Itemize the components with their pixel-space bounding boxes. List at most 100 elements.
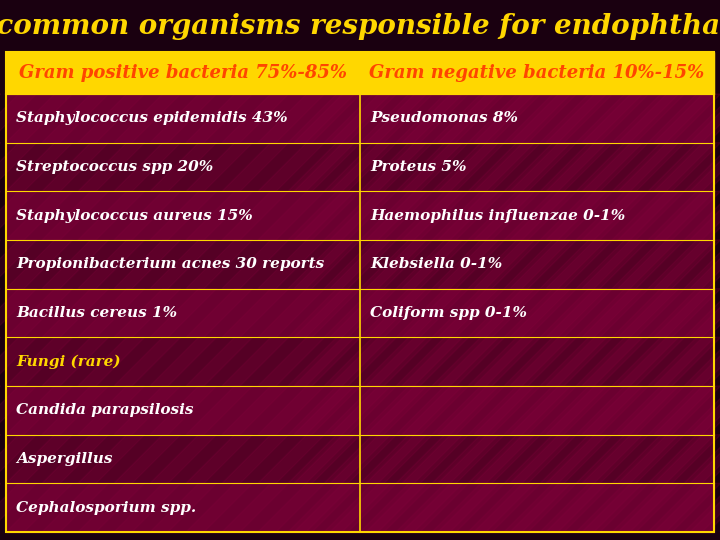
Polygon shape [546,191,613,240]
Polygon shape [510,386,577,435]
Polygon shape [690,191,720,240]
Polygon shape [510,191,577,240]
Polygon shape [6,386,73,435]
Polygon shape [114,338,181,386]
Polygon shape [114,435,181,483]
Polygon shape [6,338,73,386]
Polygon shape [546,143,613,191]
Polygon shape [222,289,289,338]
Polygon shape [258,191,325,240]
Bar [6,240,360,289]
Bar [6,52,714,532]
Polygon shape [6,435,73,483]
Polygon shape [222,191,289,240]
Polygon shape [294,435,361,483]
Polygon shape [150,338,217,386]
Polygon shape [432,483,499,532]
Polygon shape [186,338,253,386]
Polygon shape [42,386,109,435]
Polygon shape [582,386,649,435]
Polygon shape [612,143,679,191]
Polygon shape [612,435,679,483]
Polygon shape [330,191,397,240]
Polygon shape [432,143,499,191]
Polygon shape [78,240,145,289]
Polygon shape [504,240,571,289]
Polygon shape [294,94,361,143]
Polygon shape [324,435,391,483]
Polygon shape [396,191,463,240]
Polygon shape [504,435,571,483]
Polygon shape [330,386,397,435]
Polygon shape [510,289,577,338]
Polygon shape [510,338,577,386]
Text: Staphylococcus epidemidis 43%: Staphylococcus epidemidis 43% [16,111,287,125]
Polygon shape [438,240,505,289]
Polygon shape [114,240,181,289]
Polygon shape [114,143,181,191]
Polygon shape [474,289,541,338]
Bar [360,386,714,435]
Polygon shape [396,386,463,435]
Polygon shape [0,143,37,191]
Polygon shape [612,483,679,532]
Polygon shape [6,94,73,143]
Polygon shape [618,240,685,289]
Text: Coliform spp 0-1%: Coliform spp 0-1% [370,306,527,320]
Polygon shape [438,289,505,338]
Polygon shape [366,191,433,240]
Polygon shape [402,191,469,240]
Bar [6,94,360,143]
Polygon shape [78,289,145,338]
Polygon shape [114,94,181,143]
Polygon shape [582,338,649,386]
Polygon shape [324,289,391,338]
Polygon shape [360,94,427,143]
Polygon shape [504,289,571,338]
Polygon shape [396,338,463,386]
Polygon shape [150,386,217,435]
Polygon shape [618,191,685,240]
Bar [360,52,714,94]
Bar [360,191,714,240]
Polygon shape [330,94,397,143]
Polygon shape [510,143,577,191]
Polygon shape [582,483,649,532]
Polygon shape [402,289,469,338]
Bar [6,435,360,483]
Polygon shape [288,386,355,435]
Polygon shape [366,94,433,143]
Polygon shape [42,191,109,240]
Polygon shape [582,191,649,240]
Polygon shape [648,191,715,240]
Polygon shape [684,435,720,483]
Polygon shape [540,483,607,532]
Polygon shape [618,483,685,532]
Polygon shape [432,338,499,386]
Polygon shape [396,435,463,483]
Polygon shape [114,289,181,338]
Polygon shape [222,435,289,483]
Polygon shape [330,483,397,532]
Text: Pseudomonas 8%: Pseudomonas 8% [370,111,518,125]
Text: Propionibacterium acnes 30 reports: Propionibacterium acnes 30 reports [16,258,324,271]
Polygon shape [474,386,541,435]
Polygon shape [150,191,217,240]
Polygon shape [684,338,720,386]
Polygon shape [438,338,505,386]
Polygon shape [690,435,720,483]
Polygon shape [612,191,679,240]
Polygon shape [684,483,720,532]
Polygon shape [648,289,715,338]
Polygon shape [546,240,613,289]
Polygon shape [438,191,505,240]
Polygon shape [690,94,720,143]
Polygon shape [288,483,355,532]
Polygon shape [510,435,577,483]
Polygon shape [468,435,535,483]
Polygon shape [618,338,685,386]
Polygon shape [186,289,253,338]
Polygon shape [654,289,720,338]
Polygon shape [618,289,685,338]
Polygon shape [648,338,715,386]
